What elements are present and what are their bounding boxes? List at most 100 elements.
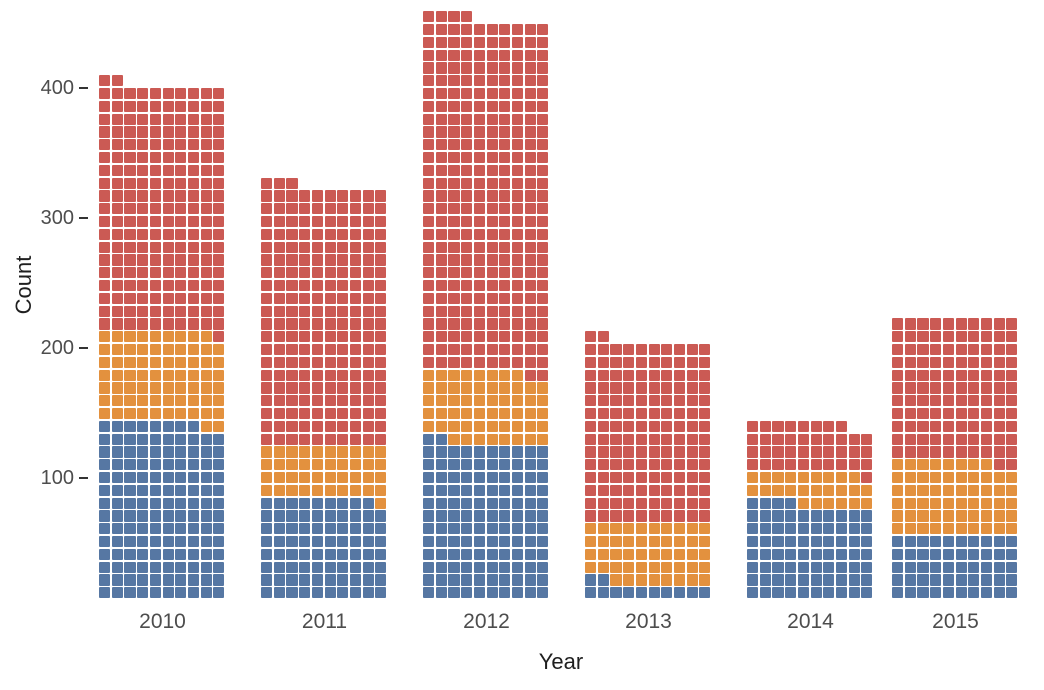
waffle-square [162,139,174,151]
waffle-square [149,484,161,496]
waffle-square [499,228,511,240]
waffle-square [673,548,686,560]
waffle-square [299,407,311,420]
waffle-square [273,587,285,599]
waffle-square [124,369,136,381]
waffle-square [99,100,111,112]
waffle-square [448,561,460,573]
waffle-square [200,356,212,368]
waffle-square [968,548,980,560]
waffle-square [261,190,273,202]
waffle-square [942,471,954,484]
waffle-square [337,395,349,407]
waffle-square [904,331,916,343]
waffle-square [473,203,485,215]
waffle-square [337,369,349,381]
waffle-square [448,49,460,61]
waffle-square [635,471,647,484]
waffle-square [823,523,835,535]
waffle-square [448,446,460,458]
waffle-square [187,484,200,496]
waffle-square [597,382,609,394]
waffle-square [311,407,323,420]
waffle-square [537,87,549,100]
waffle-square [324,535,336,548]
waffle-square [337,471,349,484]
waffle-square [435,587,447,599]
waffle-square [137,433,149,445]
waffle-square [623,510,635,522]
waffle-square [99,407,111,420]
waffle-square [699,497,711,509]
waffle-square [362,279,374,292]
waffle-square [213,548,225,560]
waffle-square [942,318,954,330]
waffle-square [273,535,285,548]
waffle-square [261,497,273,509]
waffle-square [187,471,200,484]
waffle-square [486,523,498,535]
waffle-square [942,343,954,356]
waffle-square [673,343,686,356]
waffle-square [968,471,980,484]
x-category-label-2014: 2014 [787,610,834,633]
waffle-square [686,574,698,586]
waffle-square [423,548,435,560]
waffle-square [759,471,771,484]
waffle-square [823,510,835,522]
waffle-square [537,126,549,138]
waffle-square [648,433,660,445]
waffle-square [349,241,362,253]
waffle-square [772,459,784,471]
waffle-square [162,151,174,164]
waffle-square [524,331,536,343]
waffle-square [747,548,759,560]
waffle-square [942,535,954,548]
waffle-square [942,523,954,535]
waffle-square [448,587,460,599]
waffle-square [448,523,460,535]
waffle-square [111,241,123,253]
waffle-square [1006,407,1018,420]
waffle-square [261,535,273,548]
waffle-square [175,177,187,189]
waffle-square [187,177,200,189]
waffle-square [124,433,136,445]
waffle-square [747,587,759,599]
waffle-square [99,356,111,368]
waffle-square [124,292,136,304]
waffle-square [461,23,473,36]
waffle-square [213,433,225,445]
waffle-square [187,587,200,599]
waffle-square [137,177,149,189]
waffle-square [473,177,485,189]
waffle-square [486,139,498,151]
waffle-square [461,318,473,330]
waffle-square [137,587,149,599]
waffle-square [686,446,698,458]
waffle-square [273,471,285,484]
waffle-square [137,215,149,228]
waffle-square [324,254,336,266]
waffle-square [435,369,447,381]
waffle-square [435,126,447,138]
waffle-square [585,484,597,496]
waffle-square [473,497,485,509]
waffle-square [375,535,387,548]
waffle-square [623,420,635,432]
waffle-square [785,471,797,484]
waffle-square [213,292,225,304]
waffle-square [980,331,993,343]
waffle-square [99,190,111,202]
waffle-square [149,497,161,509]
waffle-square [435,203,447,215]
waffle-square [585,587,597,599]
waffle-square [435,113,447,125]
waffle-square [375,190,387,202]
waffle-square [499,267,511,279]
waffle-square [904,587,916,599]
waffle-square [610,407,622,420]
waffle-square [273,510,285,522]
waffle-square [162,587,174,599]
waffle-square [759,510,771,522]
